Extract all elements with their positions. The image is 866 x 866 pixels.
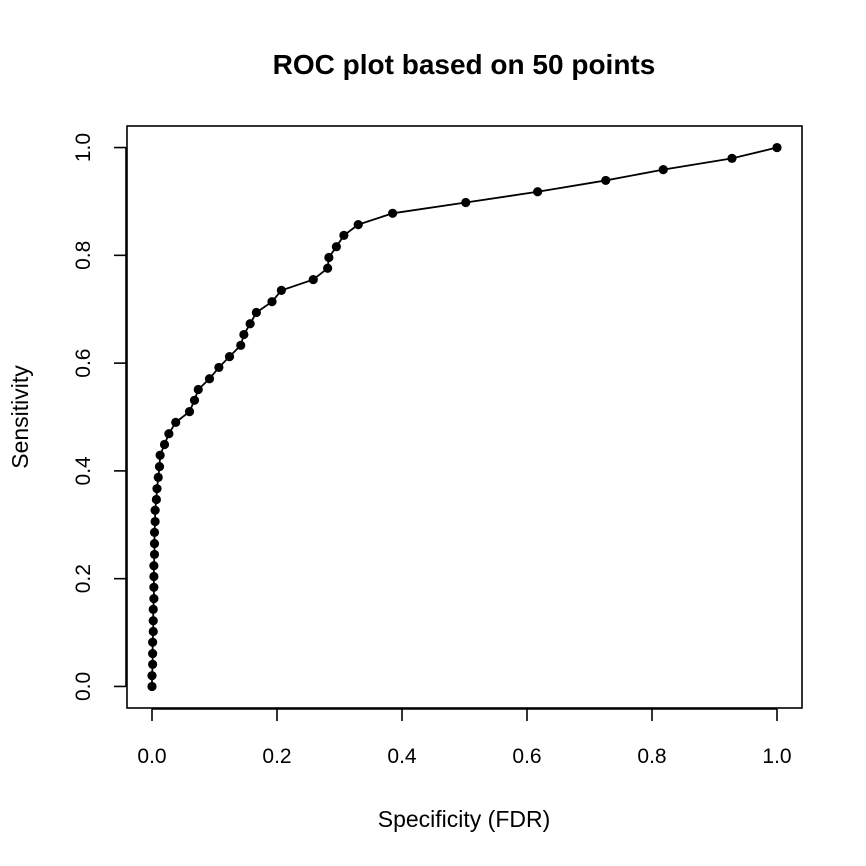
roc-data-point [149,527,160,537]
roc-data-point [150,516,160,527]
roc-data-point [772,142,782,153]
roc-data-point [324,252,334,263]
roc-data-point [149,549,160,560]
y-axis: 0.0 0.2 0.4 0.6 0.8 1.0 [72,133,127,701]
roc-data-point [159,439,170,450]
roc-data-point [727,153,737,163]
chart-title: ROC plot based on 50 points [273,49,656,80]
roc-data-point [149,582,159,592]
roc-data-point [308,274,318,285]
roc-data-point [171,417,181,427]
roc-data-point [214,362,224,373]
roc-data-point [245,319,255,329]
x-tick-label: 1.0 [762,745,791,768]
x-tick-label: 0.4 [387,745,417,768]
roc-data-point [153,472,163,482]
roc-data-point [601,175,611,186]
y-tick-label: 0.8 [72,241,95,270]
roc-data-point [148,604,158,614]
roc-data-point [331,242,341,252]
roc-data-point [148,637,158,647]
roc-data-point [151,494,161,505]
roc-data-point [388,208,398,218]
roc-data-point [239,329,249,340]
roc-data-point [149,561,159,571]
x-tick-label: 0.8 [637,745,666,768]
y-tick-label: 0.2 [72,564,95,593]
roc-data-point [149,539,160,549]
roc-data-point [533,187,543,197]
roc-data-point [149,571,159,582]
y-tick-label: 1.0 [72,133,95,162]
roc-data-point [155,450,165,460]
roc-data-point [224,352,235,362]
roc-data-point [152,484,162,494]
roc-data-point [154,461,165,472]
x-tick-label: 0.6 [512,745,541,768]
roc-data-point [189,395,200,405]
roc-data-point [147,681,157,692]
roc-series-points [147,142,782,692]
roc-data-point [147,671,157,681]
roc-data-point [236,340,246,350]
roc-data-point [204,374,215,384]
y-tick-label: 0.6 [72,349,95,378]
roc-data-point [339,230,349,240]
roc-data-point [251,307,261,318]
y-tick-label: 0.4 [72,456,95,486]
roc-data-point [193,384,203,395]
roc-data-point [149,594,159,604]
roc-data-point [461,197,471,208]
roc-data-point [276,285,286,295]
y-axis-label: Sensitivity [7,365,33,469]
x-tick-label: 0.2 [262,745,291,768]
roc-data-point [148,648,158,659]
roc-data-point [164,429,174,439]
x-axis: 0.0 0.2 0.4 0.6 0.8 1.0 [137,708,792,768]
roc-data-point [184,407,195,417]
roc-data-point [267,297,277,307]
roc-data-point [150,505,160,515]
roc-data-point [148,616,158,626]
roc-data-point [148,659,158,669]
plot-area-frame [126,125,803,709]
roc-data-point [353,220,363,230]
x-tick-label: 0.0 [137,745,166,768]
roc-data-point [148,626,158,637]
x-axis-label: Specificity (FDR) [378,806,551,832]
y-tick-label: 0.0 [72,672,95,701]
roc-data-point [658,165,668,175]
roc-data-point [323,263,333,273]
